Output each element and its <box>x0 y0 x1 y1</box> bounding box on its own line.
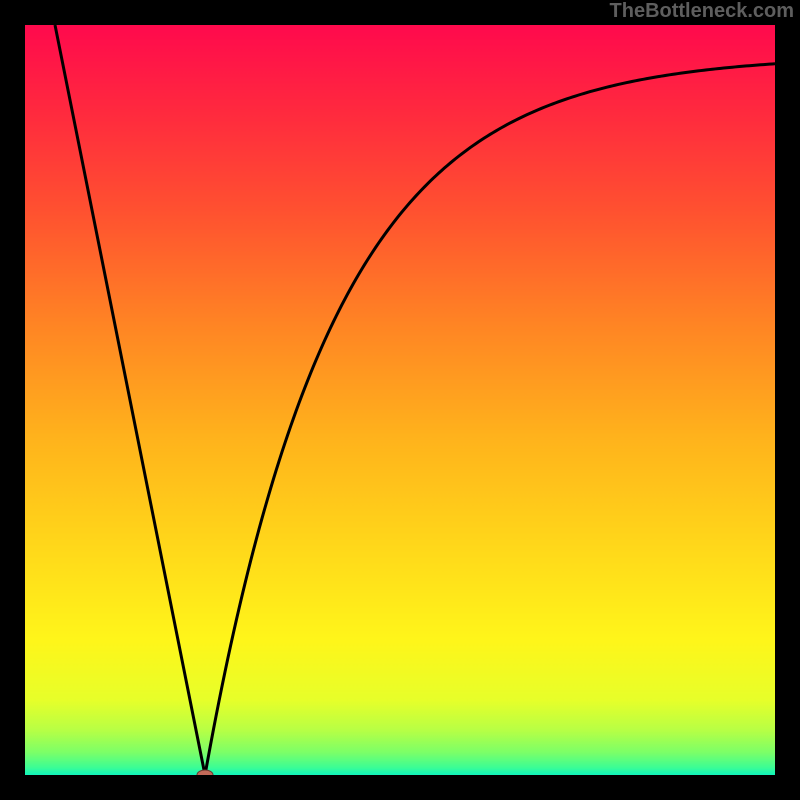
bottleneck-curve <box>55 25 775 775</box>
chart-curve-layer <box>25 25 775 775</box>
watermark-text: TheBottleneck.com <box>610 0 794 23</box>
min-marker <box>197 770 213 775</box>
chart-plot-area <box>25 25 775 775</box>
